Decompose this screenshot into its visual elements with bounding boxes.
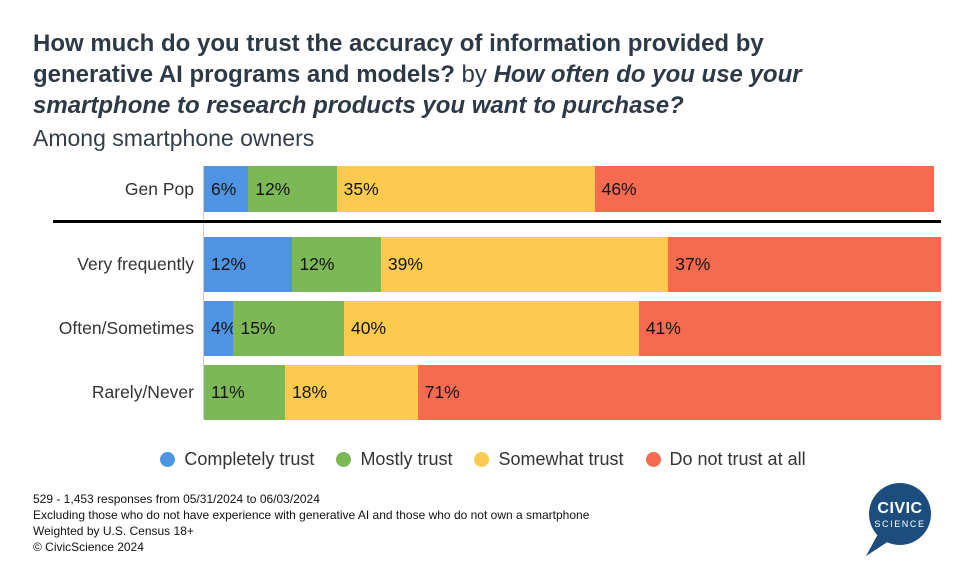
responses-note: 529 - 1,453 responses from 05/31/2024 to… xyxy=(33,492,320,506)
category-label: Rarely/Never xyxy=(91,382,194,402)
legend-dot-do-not-trust-icon xyxy=(645,452,661,467)
bar-value-label: 4% xyxy=(211,318,237,338)
bar-value-label: 6% xyxy=(211,178,237,199)
legend-label: Do not trust at all xyxy=(669,449,806,469)
bar-segment-completely-trust: 6% xyxy=(204,166,249,212)
chart-row-rarely-never: Rarely/Never 11% 18% 71% xyxy=(0,365,941,420)
genpop-row-container: Gen Pop 6% 12% 35% 46% xyxy=(0,166,941,212)
bar-value-label: 46% xyxy=(601,178,637,199)
logo-text-science: SCIENCE xyxy=(874,519,925,529)
civicscience-logo: CIVIC SCIENCE xyxy=(866,483,931,556)
bar-value-label: 15% xyxy=(240,318,276,338)
main-rows-container: Very frequently 12% 12% 39% 37% Often/Sometim… xyxy=(0,237,941,429)
legend-item-mostly-trust: Mostly trust xyxy=(336,449,452,470)
logo-text-civic: CIVIC xyxy=(877,500,922,517)
bar-value-label: 41% xyxy=(645,318,681,338)
chart-row-gen-pop: Gen Pop 6% 12% 35% 46% xyxy=(0,166,941,212)
footer-notes: 529 - 1,453 responses from 05/31/2024 to… xyxy=(33,491,589,555)
category-label: Often/Sometimes xyxy=(58,318,194,338)
bar-value-label: 37% xyxy=(675,254,711,274)
bar-segment-mostly-trust: 11% xyxy=(204,365,286,420)
bar-segment-somewhat-trust: 35% xyxy=(336,166,595,212)
bar-segment-do-not-trust-at-all: 46% xyxy=(594,166,934,212)
legend-label: Somewhat trust xyxy=(498,449,624,469)
bar-segment-somewhat-trust: 39% xyxy=(380,237,669,292)
genpop-divider-line xyxy=(53,220,941,223)
legend: Completely trust Mostly trust Somewhat t… xyxy=(0,449,966,470)
bar-segment-somewhat-trust: 18% xyxy=(285,365,418,420)
bar-value-label: 12% xyxy=(211,254,247,274)
y-axis-line xyxy=(203,166,204,419)
weighting-note: Weighted by U.S. Census 18+ xyxy=(33,524,194,538)
bar-value-label: 39% xyxy=(387,254,423,274)
legend-dot-completely-trust-icon xyxy=(160,452,176,467)
bar-value-label: 40% xyxy=(351,318,387,338)
copyright-note: © CivicScience 2024 xyxy=(33,540,144,554)
bar-segment-do-not-trust-at-all: 71% xyxy=(417,365,941,420)
legend-item-completely-trust: Completely trust xyxy=(160,449,314,470)
legend-dot-mostly-trust-icon xyxy=(336,452,352,467)
question-1-text: How much do you trust the accuracy of in… xyxy=(33,30,764,57)
bar-segment-completely-trust: 12% xyxy=(204,237,293,292)
legend-item-do-not-trust: Do not trust at all xyxy=(645,449,806,470)
question-1-text-end: generative AI programs and models? xyxy=(33,61,455,88)
exclusion-note: Excluding those who do not have experien… xyxy=(33,508,590,522)
bar-value-label: 35% xyxy=(343,178,379,199)
title-line-2: generative AI programs and models? by Ho… xyxy=(33,59,953,90)
bar-value-label: 11% xyxy=(211,382,245,402)
bar-segment-mostly-trust: 12% xyxy=(292,237,381,292)
bar-value-label: 71% xyxy=(424,382,460,402)
bar-segment-mostly-trust: 15% xyxy=(233,301,345,356)
legend-item-somewhat-trust: Somewhat trust xyxy=(474,449,624,470)
bar-segment-do-not-trust-at-all: 41% xyxy=(638,301,941,356)
bar-value-label: 12% xyxy=(299,254,335,274)
bar-value-label: 18% xyxy=(292,382,328,402)
legend-label: Completely trust xyxy=(184,449,315,469)
bar-segment-mostly-trust: 12% xyxy=(248,166,337,212)
bar-stack: 12% 12% 39% 37% xyxy=(204,237,941,292)
title-line-1: How much do you trust the accuracy of in… xyxy=(33,28,953,59)
title-line-3: smartphone to research products you want… xyxy=(33,90,953,121)
category-label: Gen Pop xyxy=(124,178,194,199)
bar-segment-completely-trust: 4% xyxy=(204,301,237,356)
bar-stack: 4% 15% 40% 41% xyxy=(204,301,941,356)
question-2-text-end: smartphone to research products you want… xyxy=(33,92,684,119)
title-block: How much do you trust the accuracy of in… xyxy=(33,28,953,153)
chart-subtitle: Among smartphone owners xyxy=(33,125,315,151)
logo-circle xyxy=(869,483,931,545)
bar-stack: 6% 12% 35% 46% xyxy=(204,166,941,212)
title-connector: by xyxy=(454,61,494,88)
stacked-bar-chart: Gen Pop 6% 12% 35% 46% Very frequently 12% 12%… xyxy=(0,166,941,420)
bar-segment-do-not-trust-at-all: 37% xyxy=(668,237,941,292)
bar-segment-somewhat-trust: 40% xyxy=(344,301,639,356)
legend-dot-somewhat-trust-icon xyxy=(474,452,490,467)
bar-value-label: 12% xyxy=(255,178,291,199)
bar-stack: 11% 18% 71% xyxy=(204,365,941,420)
chart-row-often-sometimes: Often/Sometimes 4% 15% 40% 41% xyxy=(0,301,941,356)
legend-label: Mostly trust xyxy=(360,449,453,469)
question-2-text-start: How often do you use your xyxy=(493,61,802,88)
category-label: Very frequently xyxy=(77,254,194,274)
chart-row-very-frequently: Very frequently 12% 12% 39% 37% xyxy=(0,237,941,292)
